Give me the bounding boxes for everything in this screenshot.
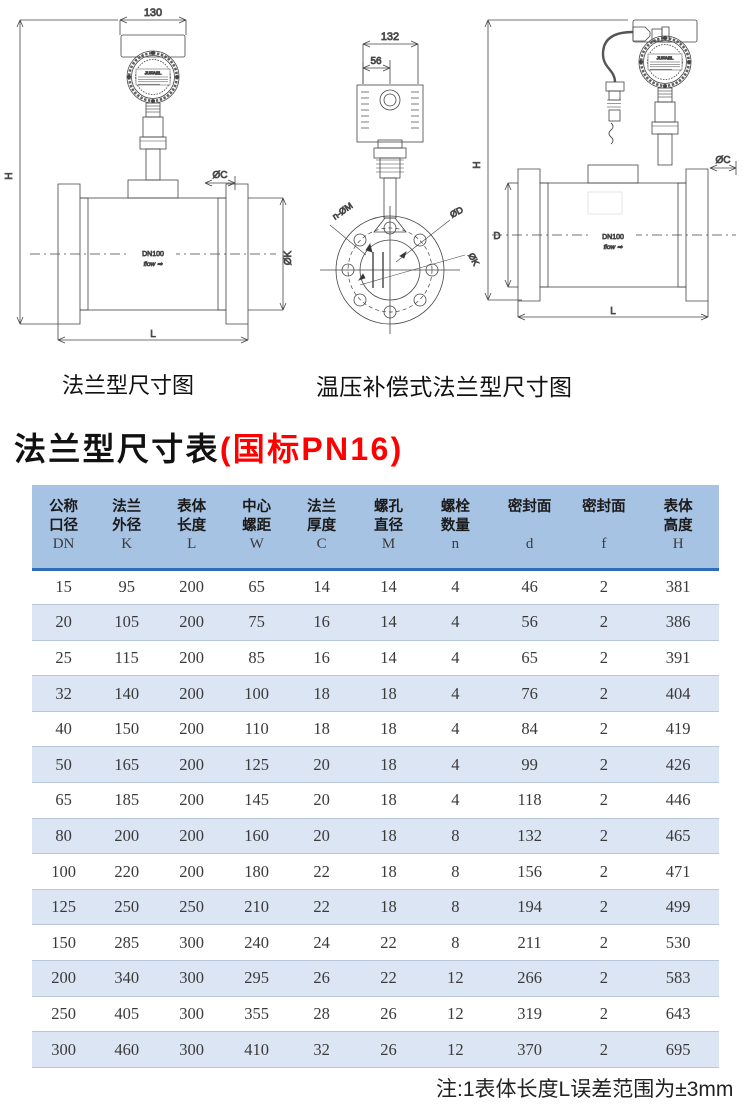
svg-text:ØD: ØD: [448, 204, 465, 219]
svg-text:ØK: ØK: [283, 250, 294, 265]
svg-text:JUFAEL: JUFAEL: [145, 71, 162, 76]
svg-text:H: H: [4, 172, 15, 179]
svg-text:ØC: ØC: [716, 155, 731, 166]
svg-text:JUFAEL: JUFAEL: [657, 56, 674, 61]
svg-text:flow ⇒: flow ⇒: [144, 261, 163, 268]
svg-text:flow ⇒: flow ⇒: [604, 244, 623, 251]
svg-text:L: L: [150, 329, 156, 340]
svg-text:132: 132: [381, 31, 399, 43]
svg-text:56: 56: [370, 56, 382, 67]
svg-text:DN100: DN100: [142, 251, 164, 258]
svg-text:130: 130: [144, 7, 162, 19]
svg-text:DN100: DN100: [602, 234, 624, 241]
svg-text:D: D: [493, 231, 500, 242]
svg-text:n-ØM: n-ØM: [330, 201, 354, 222]
svg-text:ØC: ØC: [213, 170, 228, 181]
svg-text:H: H: [472, 161, 483, 168]
svg-text:L: L: [610, 306, 616, 317]
